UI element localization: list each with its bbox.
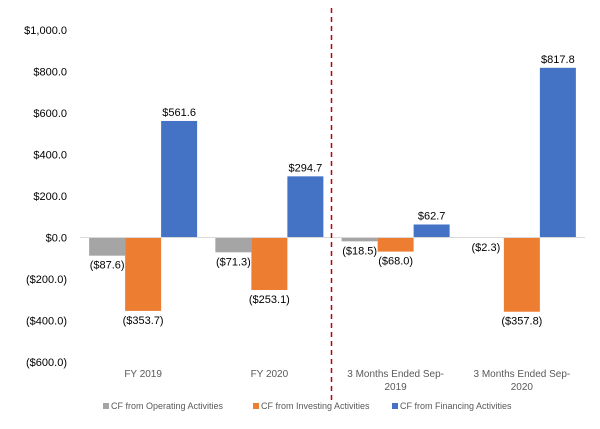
legend-label: CF from Financing Activities (400, 401, 512, 411)
y-tick-label: ($200.0) (26, 274, 67, 286)
bar-cf-from-financing-activities-3 (413, 224, 450, 238)
y-tick-label: $0.0 (46, 233, 67, 245)
y-tick-label: $600.0 (33, 108, 67, 120)
y-axis-tick-labels: $1,000.0 $800.0 $600.0 $400.0 $200.0 $0.0 ($20… (24, 25, 67, 369)
category-labels-group: FY 2019 FY 2020 3 Months Ended Sep- 2019 3 M… (124, 369, 570, 393)
data-label: $62.7 (418, 210, 446, 222)
bars-group (89, 67, 576, 312)
legend-label: CF from Operating Activities (111, 401, 224, 411)
legend-swatch (253, 403, 259, 409)
category-label: 3 Months Ended Sep- (474, 369, 571, 380)
data-label: $817.8 (541, 54, 575, 66)
bar-cf-from-investing-activities-2 (251, 237, 288, 291)
legend-swatch (103, 403, 109, 409)
data-label: ($87.6) (90, 260, 125, 272)
category-label: 2020 (511, 382, 534, 393)
data-label: $294.7 (289, 162, 323, 174)
data-label: ($2.3) (472, 242, 501, 254)
bar-cf-from-operating-activities-1 (89, 237, 126, 256)
bar-cf-from-financing-activities-1 (161, 120, 198, 238)
bar-cf-from-investing-activities-1 (125, 237, 162, 311)
data-label: ($68.0) (378, 256, 413, 268)
y-tick-label: $800.0 (33, 67, 67, 79)
bar-cf-from-investing-activities-3 (377, 237, 414, 252)
data-label: ($353.7) (123, 315, 164, 327)
bar-cf-from-operating-activities-2 (215, 237, 252, 253)
data-label: ($71.3) (216, 256, 251, 268)
y-tick-label: $400.0 (33, 150, 67, 162)
legend-swatch (392, 403, 398, 409)
bar-cf-from-financing-activities-4 (539, 67, 576, 238)
data-label: ($253.1) (249, 294, 290, 306)
category-label: FY 2019 (124, 369, 162, 380)
y-tick-label: $200.0 (33, 191, 67, 203)
legend-label: CF from Investing Activities (261, 401, 370, 411)
legend: CF from Operating Activities CF from Inve… (103, 401, 512, 411)
data-label: $561.6 (162, 107, 196, 119)
y-tick-label: ($600.0) (26, 357, 67, 369)
y-tick-label: $1,000.0 (24, 25, 67, 37)
bar-cf-from-operating-activities-3 (341, 237, 378, 242)
data-label: ($18.5) (342, 245, 377, 257)
category-label: 3 Months Ended Sep- (347, 369, 444, 380)
data-label: ($357.8) (501, 316, 542, 328)
data-labels-group: ($87.6) ($71.3) ($18.5) ($2.3) ($353.7) ($253… (90, 54, 575, 328)
bar-cf-from-investing-activities-4 (503, 237, 540, 312)
bar-cf-from-financing-activities-2 (287, 176, 324, 238)
category-label: FY 2020 (251, 369, 289, 380)
category-label: 2019 (385, 382, 408, 393)
y-tick-label: ($400.0) (26, 316, 67, 328)
